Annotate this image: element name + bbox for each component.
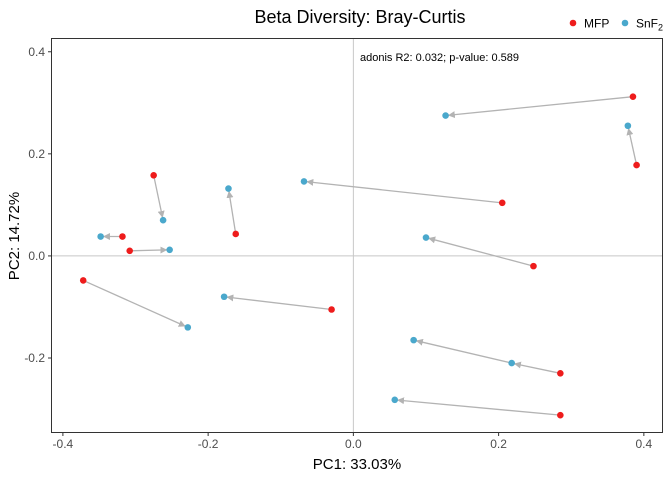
pair-arrow bbox=[306, 178, 503, 204]
point-snf2 bbox=[391, 396, 399, 404]
panel-border bbox=[51, 38, 663, 433]
legend-label-snf2-base: SnF bbox=[636, 17, 658, 31]
pair-arrow bbox=[129, 246, 168, 254]
point-mfp bbox=[557, 411, 564, 419]
pair-arrow bbox=[226, 294, 332, 311]
point-mfp bbox=[633, 161, 640, 169]
point-mfp bbox=[498, 199, 506, 207]
plot-panel: adonis R2: 0.032; p-value: 0.589 bbox=[51, 38, 663, 433]
point-snf2 bbox=[97, 233, 104, 240]
adonis-annotation: adonis R2: 0.032; p-value: 0.589 bbox=[360, 52, 519, 64]
legend-swatch-snf2 bbox=[621, 19, 629, 27]
pair-arrow bbox=[513, 361, 561, 374]
y-tick-label: 0.2 bbox=[28, 147, 45, 161]
x-tick-label: -0.2 bbox=[198, 437, 219, 451]
pair-arrow bbox=[626, 128, 638, 166]
reference-lines bbox=[52, 39, 662, 432]
pair-arrow bbox=[428, 236, 534, 267]
arrows-layer bbox=[82, 96, 638, 416]
y-axis-title: PC2: 14.72% bbox=[6, 192, 23, 280]
legend-label-mfp: MFP bbox=[584, 17, 609, 31]
x-tick-label: 0.0 bbox=[345, 437, 362, 451]
point-snf2 bbox=[184, 324, 192, 331]
x-tick-label: 0.2 bbox=[490, 437, 507, 451]
point-snf2 bbox=[624, 122, 632, 130]
point-snf2 bbox=[225, 185, 232, 192]
point-snf2 bbox=[410, 336, 417, 344]
y-tick-label: 0.0 bbox=[28, 249, 45, 263]
chart-title: Beta Diversity: Bray-Curtis bbox=[254, 7, 465, 27]
point-mfp bbox=[119, 233, 126, 240]
point-mfp bbox=[557, 370, 564, 377]
pair-arrow bbox=[447, 96, 634, 119]
point-snf2 bbox=[442, 112, 449, 119]
pair-arrow bbox=[153, 175, 165, 218]
x-axis-title: PC1: 33.03% bbox=[313, 456, 401, 473]
legend-label-snf2: SnF2 bbox=[636, 17, 663, 33]
point-snf2 bbox=[220, 293, 228, 301]
pair-arrow bbox=[397, 397, 561, 416]
y-axis: -0.2 0.0 0.2 0.4 bbox=[24, 45, 52, 365]
point-mfp bbox=[530, 262, 537, 270]
y-tick-label: 0.4 bbox=[28, 45, 45, 59]
point-mfp bbox=[328, 306, 335, 313]
point-mfp bbox=[629, 93, 637, 100]
point-snf2 bbox=[159, 216, 167, 224]
point-snf2 bbox=[508, 359, 515, 367]
y-tick-label: -0.2 bbox=[24, 351, 45, 365]
point-snf2 bbox=[166, 246, 173, 254]
point-snf2 bbox=[300, 178, 308, 185]
pair-arrow bbox=[82, 279, 186, 327]
legend: MFP SnF2 bbox=[569, 17, 663, 33]
point-mfp bbox=[232, 230, 240, 238]
point-snf2 bbox=[422, 234, 430, 241]
x-axis: -0.4 -0.2 0.0 0.2 0.4 bbox=[53, 432, 653, 451]
pair-arrow bbox=[415, 338, 512, 364]
legend-label-snf2-subscript: 2 bbox=[658, 23, 663, 33]
points-layer bbox=[79, 93, 640, 419]
point-mfp bbox=[150, 171, 157, 179]
legend-swatch-mfp bbox=[569, 19, 577, 27]
pair-arrow bbox=[226, 190, 237, 235]
x-tick-label: 0.4 bbox=[636, 437, 653, 451]
point-mfp bbox=[79, 277, 87, 284]
x-tick-label: -0.4 bbox=[53, 437, 74, 451]
point-mfp bbox=[126, 247, 134, 255]
